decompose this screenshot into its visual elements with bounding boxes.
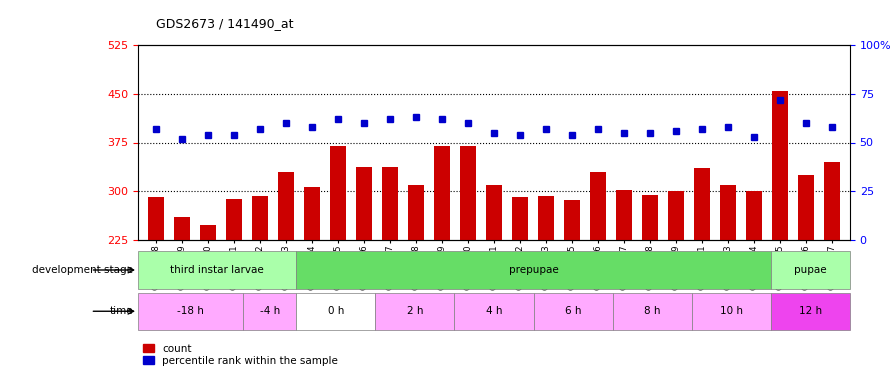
Text: 0 h: 0 h <box>328 306 344 316</box>
Text: 6 h: 6 h <box>565 306 581 316</box>
Bar <box>533 292 612 330</box>
Bar <box>434 146 449 375</box>
Bar <box>138 251 296 289</box>
Bar <box>512 197 528 375</box>
Bar <box>668 191 684 375</box>
Text: 4 h: 4 h <box>486 306 502 316</box>
Bar <box>279 172 294 375</box>
Bar <box>376 292 455 330</box>
Bar <box>200 225 216 375</box>
Bar <box>296 292 376 330</box>
Bar <box>252 196 268 375</box>
Bar <box>149 197 164 375</box>
Text: time: time <box>109 306 134 316</box>
Legend: count, percentile rank within the sample: count, percentile rank within the sample <box>143 344 338 366</box>
Bar <box>486 185 502 375</box>
Bar <box>771 292 850 330</box>
Bar <box>590 172 606 375</box>
Text: prepupae: prepupae <box>508 265 558 275</box>
Bar <box>772 90 788 375</box>
Bar <box>455 292 533 330</box>
Bar <box>612 292 692 330</box>
Text: 12 h: 12 h <box>799 306 822 316</box>
Bar <box>564 200 579 375</box>
Text: pupae: pupae <box>794 265 827 275</box>
Bar <box>460 146 476 375</box>
Text: 8 h: 8 h <box>644 306 660 316</box>
Text: third instar larvae: third instar larvae <box>170 265 264 275</box>
Bar <box>798 175 813 375</box>
Bar <box>244 292 296 330</box>
Bar <box>538 196 554 375</box>
Bar <box>720 185 736 375</box>
Bar <box>616 190 632 375</box>
Text: development stage: development stage <box>33 265 134 275</box>
Text: 10 h: 10 h <box>720 306 743 316</box>
Bar <box>138 292 244 330</box>
Bar <box>771 251 850 289</box>
Bar <box>694 168 709 375</box>
Bar <box>174 217 190 375</box>
Text: -4 h: -4 h <box>260 306 280 316</box>
Bar <box>409 185 424 375</box>
Bar <box>296 251 771 289</box>
Bar <box>330 146 346 375</box>
Text: 2 h: 2 h <box>407 306 423 316</box>
Bar <box>746 191 762 375</box>
Bar <box>382 167 398 375</box>
Text: GDS2673 / 141490_at: GDS2673 / 141490_at <box>156 17 293 30</box>
Bar <box>226 199 242 375</box>
Bar <box>304 187 320 375</box>
Bar <box>824 162 839 375</box>
Bar <box>692 292 771 330</box>
Bar <box>356 167 372 375</box>
Bar <box>642 195 658 375</box>
Text: -18 h: -18 h <box>177 306 204 316</box>
